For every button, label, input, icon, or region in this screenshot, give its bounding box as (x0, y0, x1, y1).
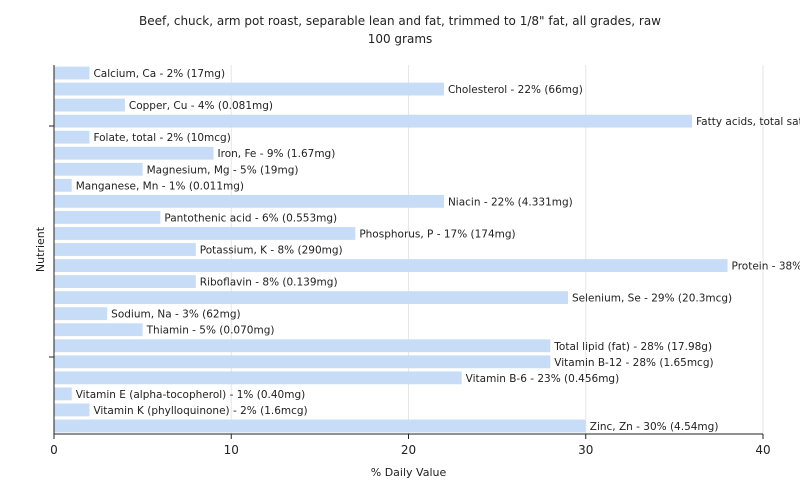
bar (54, 387, 72, 401)
chart-title: Beef, chuck, arm pot roast, separable le… (139, 14, 661, 28)
x-tick-label: 10 (224, 443, 239, 457)
bar (54, 419, 586, 433)
x-tick-label: 0 (50, 443, 58, 457)
bar-label: Vitamin B-12 - 28% (1.65mcg) (554, 357, 713, 369)
bar (54, 307, 108, 321)
bar (54, 339, 551, 353)
bar-label: Protein - 38% (19.23g) (732, 261, 800, 273)
bar-label: Vitamin E (alpha-tocopherol) - 1% (0.40m… (76, 389, 306, 401)
bar-label: Copper, Cu - 4% (0.081mg) (129, 100, 273, 112)
y-axis-title: Nutrient (34, 226, 47, 272)
bar (54, 194, 444, 208)
bar (54, 66, 90, 80)
bar-label: Fatty acids, total saturated - 36% (7.25… (696, 116, 800, 128)
bar (54, 210, 161, 224)
bar (54, 82, 444, 96)
bar-label: Folate, total - 2% (10mcg) (93, 132, 230, 144)
bar (54, 243, 196, 256)
bar-label: Niacin - 22% (4.331mg) (448, 196, 573, 208)
x-tick-label: 40 (755, 443, 770, 457)
bar (54, 114, 693, 128)
bar (54, 162, 143, 176)
bar-label: Zinc, Zn - 30% (4.54mg) (590, 421, 719, 433)
bar-label: Cholesterol - 22% (66mg) (448, 84, 583, 96)
x-tick-label: 30 (578, 443, 593, 457)
bar-label: Phosphorus, P - 17% (174mg) (359, 228, 515, 240)
bar-label: Potassium, K - 8% (290mg) (200, 245, 343, 257)
bar-label: Vitamin B-6 - 23% (0.456mg) (466, 373, 620, 385)
bar-label: Sodium, Na - 3% (62mg) (111, 309, 240, 321)
bar (54, 371, 462, 385)
bar-label: Selenium, Se - 29% (20.3mcg) (572, 293, 732, 305)
x-axis-title: % Daily Value (371, 466, 447, 479)
x-tick-label: 20 (401, 443, 416, 457)
bar-label: Thiamin - 5% (0.070mg) (146, 325, 275, 337)
bar (54, 291, 569, 305)
bar (54, 130, 90, 144)
bar-label: Vitamin K (phylloquinone) - 2% (1.6mcg) (93, 405, 307, 417)
bar (54, 259, 728, 272)
chart-subtitle: 100 grams (367, 32, 433, 46)
bar (54, 323, 143, 337)
bar (54, 355, 551, 369)
bar-label: Riboflavin - 8% (0.139mg) (200, 277, 338, 289)
bar (54, 178, 72, 192)
bar (54, 227, 356, 240)
bar-label: Iron, Fe - 9% (1.67mg) (218, 148, 336, 160)
bar (54, 98, 125, 112)
bar-label: Magnesium, Mg - 5% (19mg) (147, 164, 299, 176)
bar-label: Calcium, Ca - 2% (17mg) (93, 68, 225, 80)
bar (54, 146, 214, 160)
bar-label: Manganese, Mn - 1% (0.011mg) (76, 180, 244, 192)
bar-label: Total lipid (fat) - 28% (17.98g) (553, 341, 712, 353)
bar (54, 275, 196, 289)
bar-label: Pantothenic acid - 6% (0.553mg) (164, 212, 337, 224)
bar (54, 403, 90, 417)
